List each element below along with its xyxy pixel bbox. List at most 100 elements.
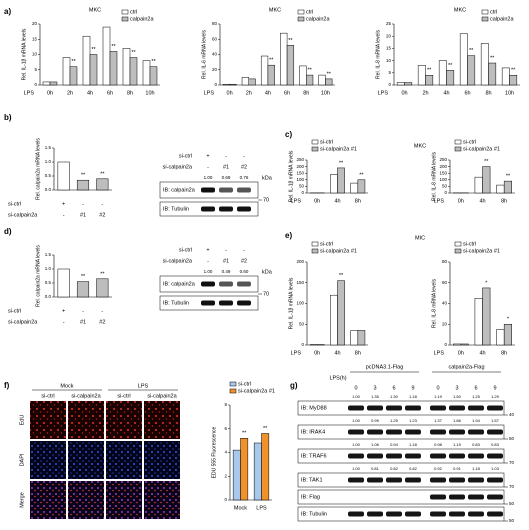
legend-label: si-calpain2a #1 [463, 248, 500, 254]
treatment-mark: #1 [80, 212, 86, 218]
legend-label: si-calpain2a #1 [238, 388, 275, 394]
y-tick-label: 0 [34, 82, 37, 87]
quant: 1.23 [409, 418, 418, 423]
panel-letter: b) [4, 113, 12, 122]
band [219, 187, 233, 193]
marker-label: 50 [509, 501, 515, 506]
micrograph [68, 401, 104, 439]
treatment-mark: #2 [99, 319, 105, 325]
x-tick-label: 4h [443, 90, 449, 96]
micrograph [68, 441, 104, 479]
quant: 1.19 [434, 394, 443, 399]
band [449, 477, 465, 483]
bar [222, 83, 230, 86]
x-axis-label: LPS [291, 350, 302, 356]
marker-label: 70 [509, 484, 515, 489]
legend-swatch [481, 16, 489, 22]
quant: 1.18 [409, 394, 418, 399]
y-axis-label: Rel. IL-8 mRNA levels [375, 30, 381, 79]
bar [446, 70, 455, 86]
band [348, 405, 364, 411]
column-label: si-ctrl [117, 393, 130, 399]
legend-label: si-calpain2a #1 [463, 146, 500, 152]
bar [241, 77, 250, 86]
quant: 1.00 [204, 269, 213, 274]
quant: 1.18 [472, 466, 481, 471]
band [449, 494, 465, 500]
significance: ** [263, 426, 268, 432]
bar [496, 329, 505, 346]
bar [482, 166, 491, 194]
chart-title: MKC [414, 143, 426, 149]
band [405, 429, 421, 435]
quant: 1.19 [453, 442, 462, 447]
x-tick-label: 4h [334, 350, 340, 356]
micrograph [144, 401, 180, 439]
y-tick-label: 1.5 [45, 145, 52, 150]
quant: 0.98 [434, 442, 443, 447]
quant: 0.60 [240, 269, 249, 274]
bar [337, 280, 345, 346]
band [237, 300, 251, 306]
legend-swatch [297, 16, 305, 22]
x-tick-label: 6h [107, 90, 113, 96]
quant: 0.83 [491, 442, 500, 447]
band-label: IB: IRAK4 [301, 429, 325, 435]
legend-swatch [121, 16, 129, 22]
bar [109, 51, 118, 86]
x-tick-label: 4h [334, 198, 340, 204]
group-label: calpain2a-Flag [448, 364, 484, 370]
quant: 1.03 [491, 466, 500, 471]
band-label: IB: Tubulin [163, 206, 189, 212]
bar [425, 74, 434, 86]
bar [488, 62, 497, 86]
y-tick-label: 1.5 [45, 252, 52, 257]
legend-swatch [229, 388, 237, 394]
time: 9 [493, 385, 496, 391]
micrograph [30, 441, 66, 479]
y-tick-label: 0 [214, 82, 217, 87]
y-tick-label: 200 [439, 164, 447, 169]
quant: 0.94 [390, 442, 399, 447]
band-label: IB: calpain2a [163, 187, 196, 193]
y-tick-label: 20 [442, 321, 448, 326]
bar [129, 57, 138, 86]
x-tick-label: 0h [314, 198, 320, 204]
y-tick-label: 6 [224, 426, 227, 431]
quant: 0.91 [453, 466, 462, 471]
blot-frame [297, 489, 505, 505]
micrograph [30, 481, 66, 519]
bar [318, 74, 326, 86]
treatment-mark: - [225, 153, 227, 159]
x-axis-label: LPS [378, 90, 389, 96]
y-tick-label: 250 [296, 157, 304, 162]
legend-label: si-ctrl [463, 139, 476, 145]
bar [122, 48, 131, 86]
bar [480, 43, 489, 86]
bar [57, 161, 70, 191]
band [487, 511, 503, 517]
band [449, 405, 465, 411]
legend-label: si-ctrl [320, 139, 333, 145]
band [405, 477, 421, 483]
significance: ** [506, 174, 511, 180]
y-tick-label: 15 [32, 36, 38, 41]
x-tick-label: 4h [479, 198, 485, 204]
micrograph [30, 401, 66, 439]
treatment-label: si-ctrl [8, 308, 21, 314]
band [430, 477, 446, 483]
band-label: IB: calpain2a [163, 281, 196, 287]
band [348, 477, 364, 483]
quant: 1.00 [352, 418, 361, 423]
legend-label: calpain2a [490, 16, 514, 22]
band [386, 429, 402, 435]
micrograph [106, 441, 142, 479]
quant: 0.49 [222, 269, 231, 274]
band [348, 453, 364, 459]
legend-label: ctrl [130, 9, 137, 15]
y-tick-label: 80 [442, 259, 448, 264]
quant: 0.76 [240, 175, 249, 180]
treatment-mark: - [243, 153, 245, 159]
band [430, 511, 446, 517]
